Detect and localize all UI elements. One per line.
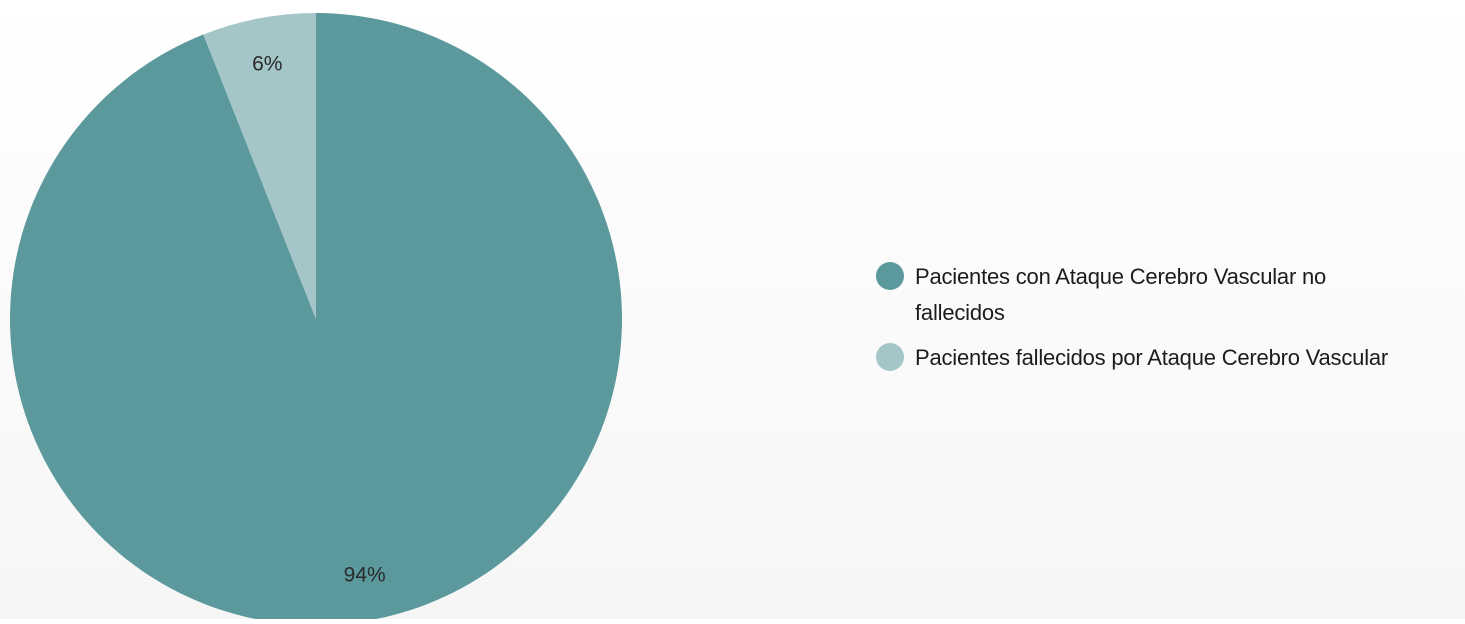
legend-label-fallecidos: Pacientes fallecidos por Ataque Cerebro … — [915, 345, 1389, 370]
legend-swatch-fallecidos — [876, 343, 904, 371]
legend-item-no-fallecidos[interactable]: Pacientes con Ataque Cerebro Vascular no… — [876, 259, 1465, 331]
pie-slice-1[interactable] — [203, 13, 316, 319]
legend-label-no-fallecidos: Pacientes con Ataque Cerebro Vascular no… — [915, 264, 1327, 325]
legend-item-fallecidos[interactable]: Pacientes fallecidos por Ataque Cerebro … — [876, 340, 1465, 376]
pie-data-label-1: 6% — [252, 53, 282, 76]
pie-data-labels: 94% 6% — [252, 53, 386, 587]
legend-swatch-no-fallecidos — [876, 262, 904, 290]
chart-legend: Pacientes con Ataque Cerebro Vascular no… — [876, 259, 1465, 385]
pie-data-label-0: 94% — [344, 564, 386, 587]
pie-slice-0[interactable] — [10, 13, 623, 624]
pie-slices — [10, 13, 623, 624]
